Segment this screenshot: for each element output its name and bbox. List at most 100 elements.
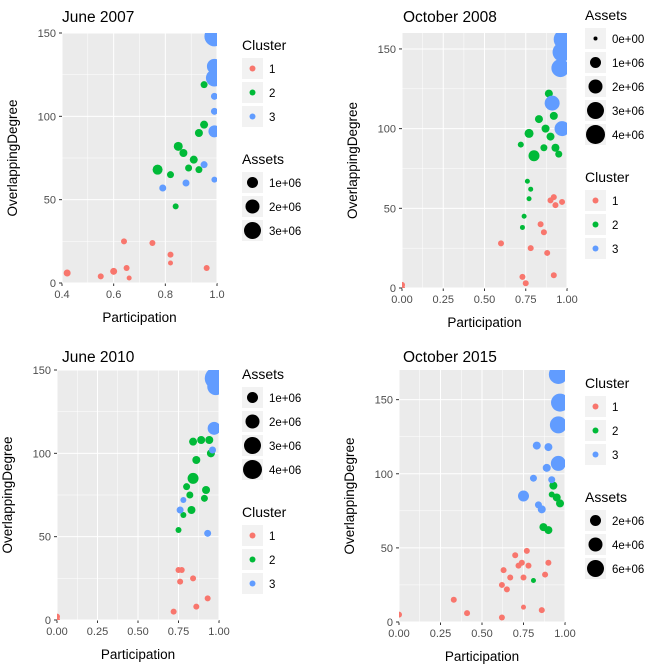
legend-entry-label: 3 — [612, 450, 618, 462]
data-point-cluster-2 — [530, 577, 536, 583]
legend-entry-label: 1e+06 — [269, 393, 301, 405]
data-point-cluster-3 — [211, 176, 217, 183]
data-point-cluster-2 — [544, 526, 553, 535]
data-point-cluster-1 — [110, 267, 118, 275]
legend-key-dot — [592, 451, 599, 458]
data-point-cluster-2 — [186, 491, 194, 499]
points-layer — [57, 370, 219, 620]
legend-key-dot — [249, 65, 256, 72]
data-point-cluster-1 — [97, 273, 104, 280]
data-point-cluster-2 — [187, 472, 199, 484]
points-layer — [63, 33, 217, 281]
y-axis-label: OverlappingDegree — [342, 437, 357, 554]
data-point-cluster-3 — [209, 446, 217, 454]
data-point-cluster-1 — [126, 275, 132, 281]
legend-title: Assets — [242, 366, 284, 382]
data-point-cluster-2 — [192, 456, 201, 464]
y-tick-label: 0 — [45, 615, 51, 627]
legend-entry-label: 2 — [269, 555, 275, 567]
x-tick-label: 1.00 — [208, 626, 229, 638]
data-point-cluster-2 — [197, 436, 206, 444]
data-point-cluster-3 — [176, 506, 184, 514]
panel-1: 0.4 0.6 0.8 1.0 0 50 100 150 June 2007 Participat… — [5, 9, 301, 325]
data-point-cluster-2 — [541, 124, 550, 133]
legend-key-dot — [592, 197, 599, 204]
assets-legend: Assets 2e+06 4e+06 6e+06 — [585, 489, 644, 579]
data-point-cluster-1 — [525, 562, 532, 569]
data-point-cluster-3 — [529, 474, 537, 482]
legend-entry-label: 2e+06 — [269, 202, 301, 214]
assets-legend: Assets 1e+06 2e+06 3e+06 — [242, 151, 301, 241]
x-tick-label: 0.6 — [106, 289, 121, 301]
x-tick-label: 0.25 — [87, 626, 108, 638]
data-point-cluster-2 — [189, 155, 198, 164]
x-tick-label: 0.00 — [46, 626, 67, 638]
data-point-cluster-2 — [540, 144, 548, 152]
y-tick-label: 100 — [38, 111, 56, 123]
data-point-cluster-2 — [189, 437, 198, 446]
data-point-cluster-1 — [464, 610, 471, 617]
data-point-cluster-2 — [183, 483, 191, 491]
legend-key-size-dot — [588, 537, 603, 552]
data-point-cluster-2 — [556, 499, 565, 508]
legend-key-size-dot — [247, 392, 258, 403]
data-point-cluster-1 — [559, 198, 566, 205]
legend-key-size-dot — [587, 560, 604, 577]
data-point-cluster-2 — [549, 111, 558, 120]
legend-title: Cluster — [242, 37, 287, 53]
data-point-cluster-3 — [544, 95, 560, 111]
data-point-cluster-1 — [193, 603, 200, 610]
x-axis-label: Participation — [445, 649, 519, 664]
data-point-cluster-2 — [517, 141, 524, 148]
data-point-cluster-3 — [518, 490, 529, 502]
panel-4: 0.00 0.25 0.50 0.75 1.00 0 50 100 150 October 201… — [342, 349, 644, 664]
y-tick-label: 50 — [381, 543, 393, 555]
x-tick-label: 1.00 — [554, 628, 575, 640]
data-point-cluster-2 — [195, 166, 203, 174]
legend-entry-label: 1 — [612, 402, 618, 414]
data-point-cluster-1 — [121, 238, 127, 245]
legend-key-dot — [249, 532, 256, 539]
legend-key-dot — [592, 403, 599, 410]
data-point-cluster-1 — [63, 269, 71, 277]
data-point-cluster-1 — [552, 202, 559, 209]
data-point-cluster-1 — [177, 578, 184, 585]
data-point-cluster-1 — [498, 614, 505, 621]
legend-title: Assets — [585, 7, 627, 23]
data-point-cluster-1 — [399, 611, 402, 618]
legend-entry-label: 2e+06 — [612, 516, 644, 528]
y-tick-label: 50 — [384, 203, 396, 215]
data-point-cluster-2 — [544, 89, 553, 98]
data-point-cluster-1 — [203, 265, 210, 271]
data-point-cluster-1 — [498, 581, 505, 588]
legend-entry-label: 2 — [269, 88, 275, 100]
data-point-cluster-2 — [534, 115, 543, 124]
legend-entry-label: 3e+06 — [269, 226, 301, 238]
data-point-cluster-3 — [204, 370, 219, 390]
legend-entry-label: 3e+06 — [269, 441, 301, 453]
data-point-cluster-2 — [200, 81, 208, 89]
cluster-legend: Cluster 1 2 3 — [242, 37, 287, 127]
data-point-cluster-2 — [172, 203, 179, 210]
data-point-cluster-2 — [526, 196, 532, 202]
x-tick-label: 0.8 — [158, 289, 173, 301]
data-point-cluster-1 — [170, 608, 177, 615]
legend-entry-label: 6e+06 — [612, 564, 644, 576]
legend-key-dot — [592, 427, 599, 434]
y-tick-label: 50 — [44, 195, 56, 207]
legend-entry-label: 2e+06 — [612, 82, 644, 94]
legend-entry-label: 0e+00 — [612, 34, 644, 46]
data-point-cluster-3 — [551, 393, 565, 412]
data-point-cluster-1 — [450, 596, 457, 603]
data-point-cluster-2 — [205, 436, 214, 444]
legend-key-dot — [592, 245, 599, 252]
y-tick-label: 0 — [387, 617, 393, 629]
points-layer — [402, 33, 567, 288]
points-layer — [399, 370, 565, 621]
legend-key-size-dot — [587, 102, 604, 119]
data-point-cluster-1 — [538, 607, 545, 614]
legend-key-dot — [249, 89, 256, 96]
data-point-cluster-1 — [537, 221, 544, 228]
data-point-cluster-2 — [152, 164, 163, 175]
